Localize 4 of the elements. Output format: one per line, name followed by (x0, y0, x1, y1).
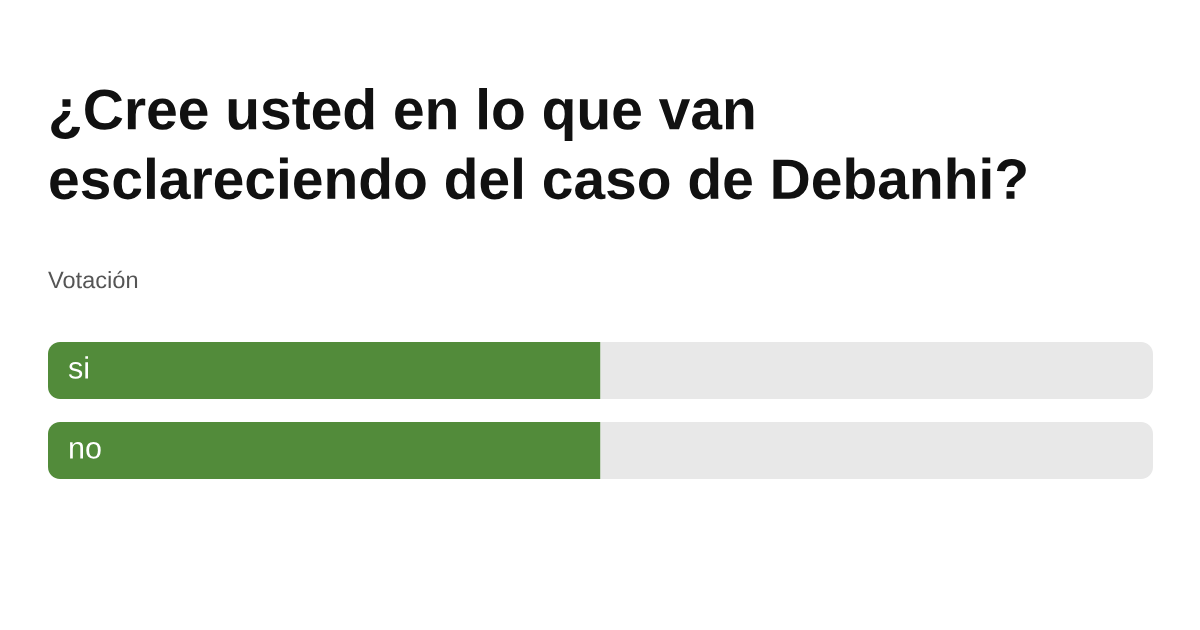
chart-title: ¿Cree usted en lo que van esclareciendo del caso de Debanhi? (50, 88, 1026, 200)
y-tick-label: si (68, 356, 89, 379)
chart-subtitle: Votación (48, 270, 138, 289)
y-tick-label: no (70, 441, 101, 459)
